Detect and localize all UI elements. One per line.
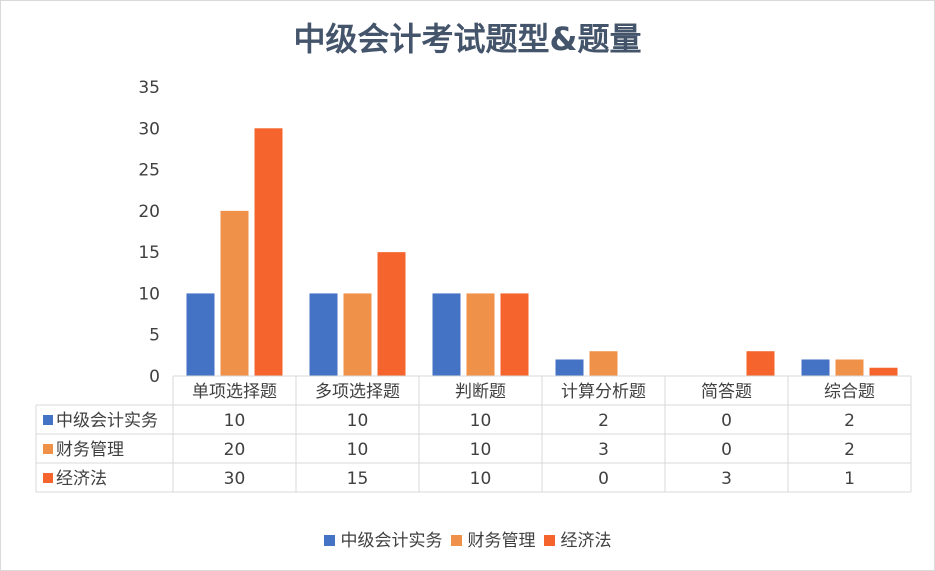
table-value: 0 (721, 411, 732, 431)
y-tick-label: 5 (149, 326, 160, 346)
table-value: 2 (598, 411, 609, 431)
y-tick-label: 30 (138, 119, 160, 139)
bar-3-5 (746, 351, 775, 376)
bar-1-3 (432, 293, 461, 376)
y-tick-label: 10 (138, 284, 160, 304)
chart-title: 中级会计考试题型&题量 (293, 20, 642, 58)
y-tick-label: 0 (149, 367, 160, 387)
table-value: 0 (721, 440, 732, 460)
bar-1-1 (186, 293, 215, 376)
table-series-swatch (43, 415, 53, 425)
legend-swatch (323, 535, 335, 546)
table-series-swatch (43, 473, 53, 483)
category-label: 计算分析题 (561, 382, 646, 402)
y-tick-label: 35 (138, 78, 160, 98)
category-label: 单项选择题 (192, 382, 277, 402)
bar-1-6 (801, 359, 830, 376)
bar-1-4 (555, 359, 584, 376)
legend-label: 中级会计实务 (340, 531, 443, 551)
category-label: 多项选择题 (315, 382, 400, 402)
category-label: 判断题 (455, 382, 506, 402)
legend-item: 财务管理 (450, 526, 536, 551)
legend-item: 中级会计实务 (323, 526, 443, 551)
legend-swatch (450, 535, 462, 546)
table-value: 10 (470, 411, 492, 431)
bar-2-6 (835, 359, 864, 376)
category-label: 综合题 (824, 382, 875, 402)
y-tick-label: 15 (138, 243, 160, 263)
bar-2-1 (220, 210, 249, 376)
table-series-name: 财务管理 (56, 440, 124, 460)
table-value: 0 (598, 469, 609, 489)
table-value: 2 (844, 411, 855, 431)
bar-2-2 (343, 293, 372, 376)
bar-3-1 (254, 128, 283, 376)
table-value: 10 (347, 440, 369, 460)
category-label: 简答题 (701, 382, 752, 402)
bar-3-6 (869, 367, 898, 376)
table-value: 20 (224, 440, 246, 460)
table-value: 2 (844, 440, 855, 460)
table-value: 3 (598, 440, 609, 460)
table-value: 10 (347, 411, 369, 431)
chart-legend: 中级会计实务 财务管理 经济法 (0, 526, 935, 551)
table-value: 10 (470, 469, 492, 489)
table-series-swatch (43, 444, 53, 454)
table-value: 1 (844, 469, 855, 489)
y-tick-label: 20 (138, 202, 160, 222)
legend-label: 经济法 (560, 531, 612, 551)
table-series-name: 中级会计实务 (56, 411, 158, 431)
table-value: 15 (347, 469, 369, 489)
table-value: 10 (470, 440, 492, 460)
bar-1-2 (309, 293, 338, 376)
y-tick-label: 25 (138, 161, 160, 181)
legend-swatch (543, 535, 555, 546)
bar-3-2 (377, 252, 406, 376)
table-series-name: 经济法 (56, 469, 107, 489)
bar-2-3 (466, 293, 495, 376)
legend-label: 财务管理 (467, 531, 536, 551)
table-value: 10 (224, 411, 246, 431)
bar-3-3 (500, 293, 529, 376)
table-value: 3 (721, 469, 732, 489)
legend-item: 经济法 (543, 526, 612, 551)
bar-2-4 (589, 351, 618, 376)
table-value: 30 (224, 469, 246, 489)
